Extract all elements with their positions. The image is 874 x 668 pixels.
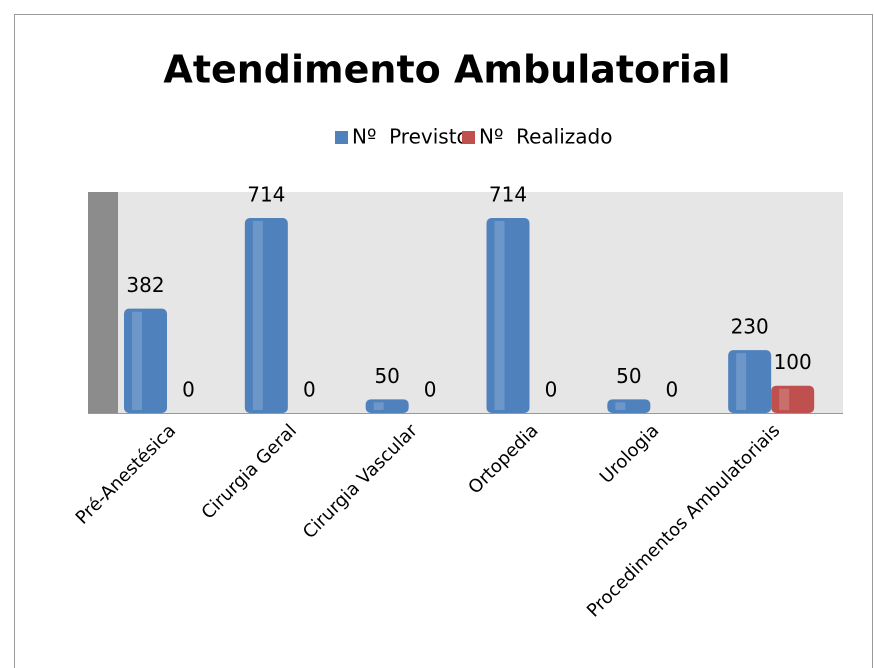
data-label: 0 bbox=[303, 378, 316, 402]
data-label: 0 bbox=[545, 378, 558, 402]
data-label: 382 bbox=[126, 273, 164, 297]
bar bbox=[365, 399, 409, 413]
back-wall bbox=[118, 192, 843, 413]
bar-highlight bbox=[373, 402, 384, 410]
side-wall bbox=[88, 192, 118, 413]
chart-title: Atendimento Ambulatorial bbox=[163, 48, 730, 92]
bar bbox=[728, 350, 772, 413]
data-label: 50 bbox=[374, 364, 399, 388]
bar bbox=[771, 385, 815, 413]
data-label: 0 bbox=[424, 378, 437, 402]
data-label: 0 bbox=[182, 378, 195, 402]
data-label: 0 bbox=[665, 378, 678, 402]
legend-swatch bbox=[335, 131, 348, 144]
bar bbox=[486, 218, 530, 413]
bar-highlight bbox=[615, 402, 626, 410]
legend-label: Nº Realizado bbox=[479, 125, 612, 149]
data-label: 714 bbox=[247, 183, 285, 207]
bar-highlight bbox=[494, 221, 505, 410]
data-label: 100 bbox=[774, 350, 812, 374]
data-label: 50 bbox=[616, 364, 641, 388]
bar-highlight bbox=[736, 353, 747, 410]
bar-highlight bbox=[132, 311, 142, 410]
legend-label: Nº Previsto bbox=[352, 125, 469, 149]
bar-highlight bbox=[252, 221, 263, 410]
data-label: 714 bbox=[489, 183, 527, 207]
bar bbox=[244, 218, 288, 413]
data-label: 230 bbox=[731, 315, 769, 339]
bar-highlight bbox=[779, 388, 790, 410]
legend-swatch bbox=[462, 131, 475, 144]
bar bbox=[607, 399, 651, 413]
bar bbox=[124, 308, 167, 413]
